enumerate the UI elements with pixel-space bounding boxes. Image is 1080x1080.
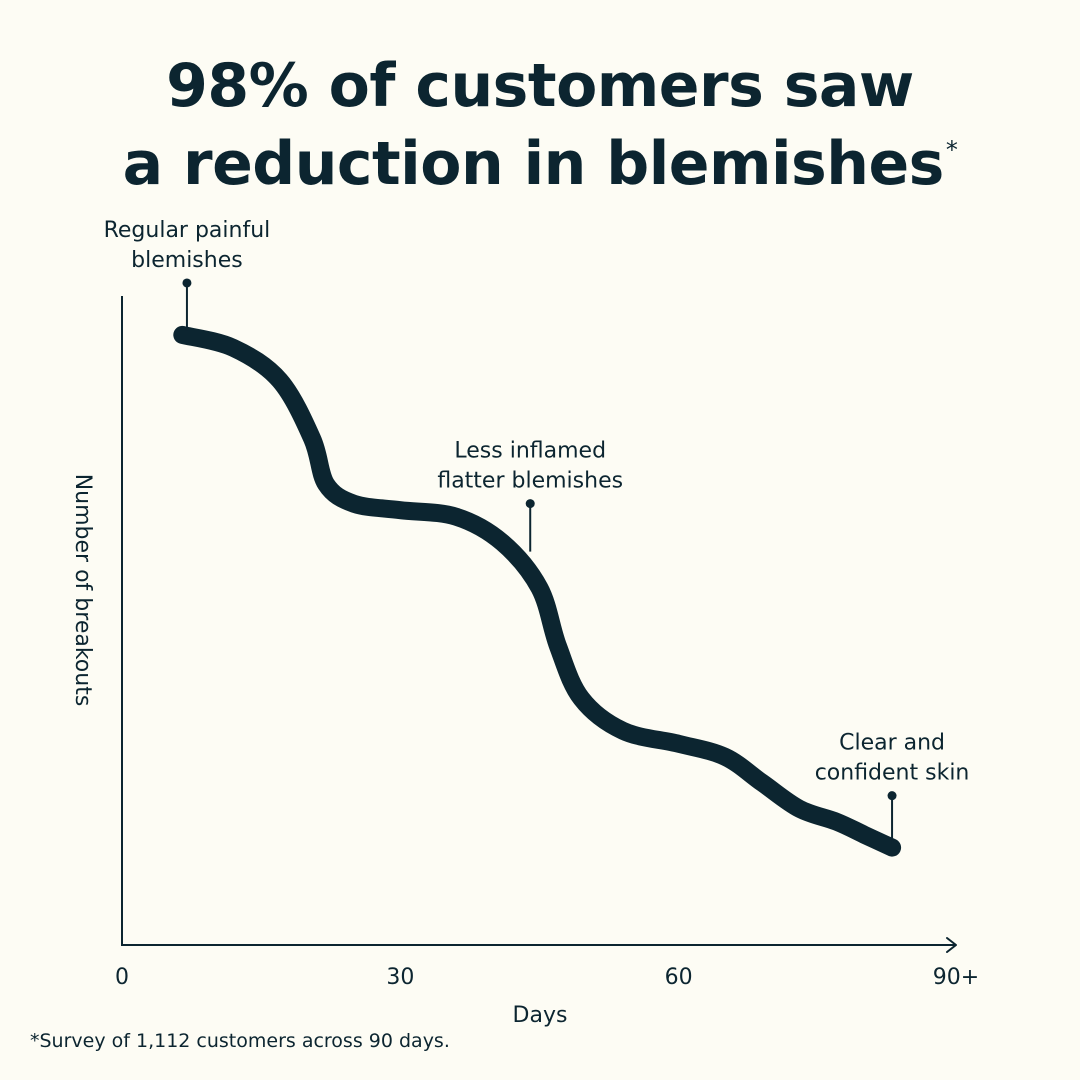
annotation-label: confident skin bbox=[815, 761, 970, 786]
headline-line-1: 98% of customers saw bbox=[166, 51, 914, 121]
x-tick-label: 0 bbox=[115, 965, 129, 990]
annotation-label: blemishes bbox=[131, 248, 243, 273]
annotation-regular-painful: Regular painful blemishes bbox=[104, 218, 271, 331]
annotation-clear-skin: Clear and confident skin bbox=[815, 731, 970, 844]
annotation-label: Less inflamed bbox=[454, 439, 606, 464]
annotation-label: Regular painful bbox=[104, 218, 271, 243]
chart-axes bbox=[121, 296, 957, 953]
x-axis-arrow-icon bbox=[946, 937, 957, 953]
annotation-dot-icon bbox=[887, 791, 897, 801]
annotation-label: Clear and bbox=[839, 731, 945, 756]
annotation-label: flatter blemishes bbox=[437, 469, 623, 494]
annotation-dot-icon bbox=[525, 499, 535, 509]
x-tick-label: 90+ bbox=[933, 965, 979, 990]
headline-asterisk: * bbox=[945, 136, 958, 164]
x-axis-label: Days bbox=[513, 1003, 568, 1028]
series-layer bbox=[173, 325, 902, 857]
x-tick-label: 30 bbox=[386, 965, 414, 990]
x-tick-labels: 0 30 60 90+ bbox=[115, 965, 979, 990]
y-axis-label: Number of breakouts bbox=[70, 474, 95, 707]
annotation-layer: Regular painful blemishes Less inflamed fla… bbox=[104, 218, 970, 844]
annotation-dot-icon bbox=[182, 278, 192, 288]
headline-line-2: a reduction in blemishes* bbox=[122, 129, 958, 199]
breakouts-series-line bbox=[173, 325, 902, 857]
footnote: *Survey of 1,112 customers across 90 day… bbox=[30, 1030, 450, 1052]
annotation-less-inflamed: Less inflamed flatter blemishes bbox=[437, 439, 623, 552]
x-tick-label: 60 bbox=[665, 965, 693, 990]
